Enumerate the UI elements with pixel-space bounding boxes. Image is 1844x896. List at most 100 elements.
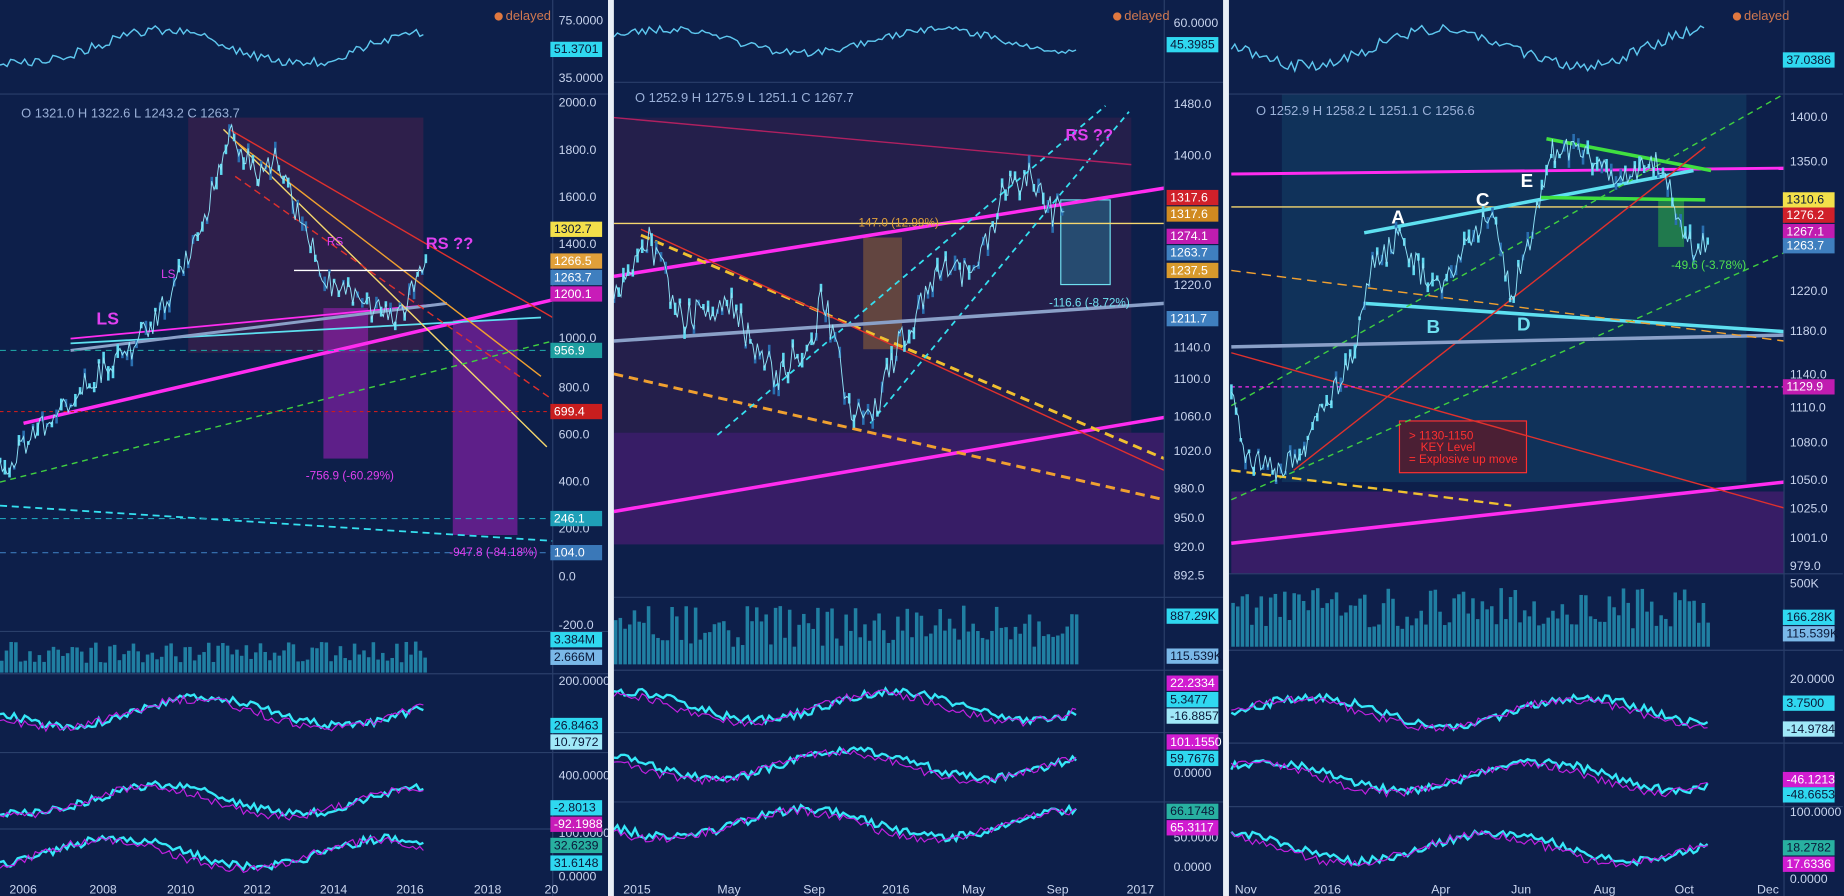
indicator-line: [613, 689, 1077, 727]
volume-bar: [282, 650, 286, 673]
price-tag: [550, 253, 603, 269]
volume-bar: [1584, 595, 1588, 647]
volume-bar: [1490, 606, 1494, 647]
price-axis-label: 1020.0: [1174, 444, 1212, 458]
volume-bar: [291, 644, 296, 673]
volume-bar: [1405, 616, 1409, 647]
price-tag-label: -14.9784: [1786, 722, 1835, 736]
volume-bar: [1682, 589, 1687, 647]
volume-bar: [778, 606, 783, 665]
price-axis-label: 0.0000: [559, 869, 597, 883]
time-axis-label: Nov: [1235, 882, 1258, 896]
volume-bar: [94, 642, 98, 673]
price-axis-label: 75.0000: [559, 13, 604, 27]
price-axis-label: 1050.0: [1790, 473, 1828, 487]
volume-bar: [1041, 636, 1046, 665]
price-tag: [550, 510, 603, 527]
volume-bar: [329, 661, 333, 673]
volume-bar: [750, 621, 754, 665]
volume-bar: [1551, 610, 1555, 647]
volume-bar: [1395, 625, 1400, 647]
volume-bar: [1023, 623, 1027, 665]
volume-bar: [1056, 635, 1060, 665]
volume-bar: [1264, 625, 1268, 647]
annotation: KEY Level: [1421, 441, 1476, 454]
volume-bar: [418, 650, 423, 673]
volume-bar: [183, 647, 187, 673]
volume-bar: [787, 609, 792, 665]
volume-bar: [759, 621, 764, 665]
price-tag: [550, 717, 603, 734]
indicator-line: [1230, 830, 1708, 868]
volume-bar: [1706, 622, 1710, 647]
price-tag-label: 66.1748: [1170, 804, 1215, 818]
volume-bar: [1696, 622, 1701, 647]
price-axis-label: 35.0000: [559, 71, 604, 85]
trend-line: [70, 316, 542, 345]
volume-bar: [1283, 591, 1287, 647]
price-tag: [550, 41, 603, 58]
trend-line: [613, 116, 1132, 166]
volume-bar: [155, 659, 159, 673]
price-tag-label: 1263.7: [554, 270, 592, 284]
volume-bar: [957, 639, 961, 665]
price-axis-label: 1001.0: [1790, 531, 1828, 545]
volume-bar: [263, 651, 267, 673]
panel-bg: [1228, 0, 1844, 896]
price-tag: [1166, 820, 1219, 836]
volume-bar: [117, 660, 122, 673]
annotation: E: [1521, 170, 1534, 191]
volume-bar: [178, 662, 183, 673]
price-axis-label: 400.0: [559, 474, 590, 488]
volume-bar: [1579, 594, 1583, 647]
price-tag-label: 37.0386: [1786, 53, 1831, 67]
price-tag-label: 1263.7: [1170, 246, 1208, 260]
volume-bar: [905, 608, 910, 665]
delayed-dot: [1732, 12, 1742, 21]
volume-bar: [1664, 618, 1668, 647]
price-axis-label: 1140.0: [1790, 367, 1827, 381]
volume-bar: [1457, 594, 1461, 647]
volume-bar: [933, 625, 938, 665]
volume-bar: [150, 652, 155, 673]
price-tag-label: 1302.7: [554, 222, 592, 236]
annotation: = Explosive up move: [1409, 453, 1518, 466]
volume-bar: [385, 660, 390, 673]
volume-bar: [722, 621, 726, 665]
volume-bar: [994, 606, 999, 665]
price-tag: [1782, 695, 1835, 711]
price-tag: [1166, 245, 1219, 261]
volume-bar: [1475, 619, 1480, 647]
volume-bar: [985, 639, 990, 665]
price-tag: [1782, 721, 1835, 737]
volume-bar: [1466, 613, 1471, 647]
indicator-line: [1231, 695, 1708, 732]
volume-bar: [703, 632, 707, 665]
price-tag: [1166, 262, 1219, 279]
volume-bar: [206, 642, 211, 673]
volume-bar: [1400, 628, 1405, 647]
time-axis-label: Jun: [1511, 882, 1531, 896]
volume-bar: [830, 608, 834, 665]
zone: [452, 319, 518, 536]
volume-bar: [745, 606, 750, 665]
price-axis-label: 1400.0: [1174, 149, 1212, 163]
volume-bar: [1245, 594, 1249, 647]
volume-bar: [221, 643, 225, 673]
volume-bar: [1461, 591, 1466, 647]
price-tag: [1166, 228, 1219, 244]
volume-bar: [112, 644, 117, 673]
volume-bar: [272, 652, 277, 673]
volume-bar: [1480, 601, 1485, 647]
volume-bar: [395, 643, 399, 673]
price-tag: [1166, 608, 1219, 624]
volume-bar: [56, 649, 60, 673]
price-tag-label: 3.7500: [1786, 696, 1824, 710]
indicator-line: [0, 833, 424, 872]
price-tag: [1166, 189, 1219, 206]
price-axis-label: 100.0000: [1790, 805, 1842, 819]
volume-bar: [1004, 627, 1008, 665]
trend-line: [613, 372, 1165, 502]
delayed-dot: [1113, 12, 1122, 21]
